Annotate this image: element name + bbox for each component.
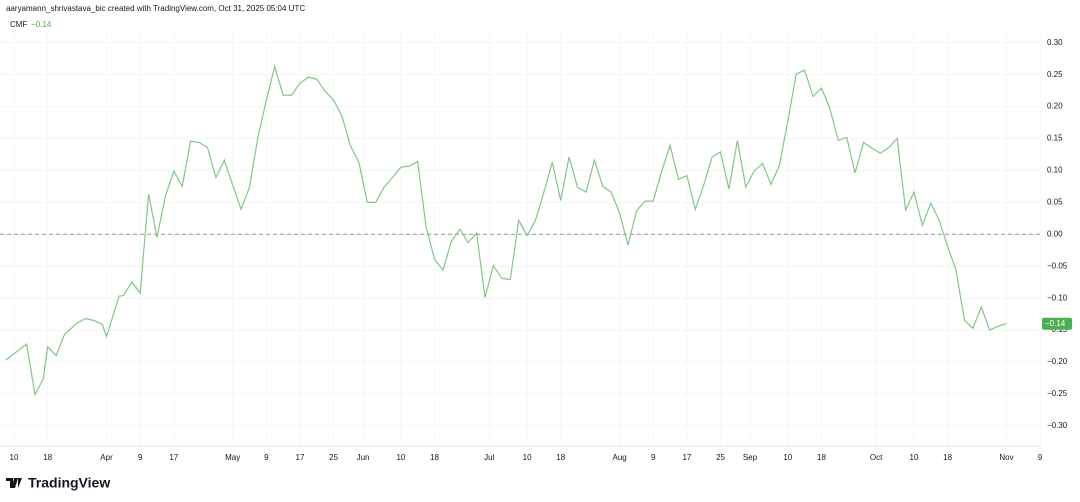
attribution: aaryamann_shrivastava_bic created with T… bbox=[6, 4, 305, 13]
x-tick-label: 9 bbox=[1038, 453, 1043, 462]
x-tick-label: Jun bbox=[357, 453, 370, 462]
x-tick-label: 9 bbox=[264, 453, 269, 462]
y-tick-label: 0.30 bbox=[1047, 38, 1063, 47]
x-tick-label: 18 bbox=[817, 453, 826, 462]
line-series bbox=[5, 64, 1007, 397]
y-tick-label: −0.05 bbox=[1047, 261, 1068, 270]
x-tick-label: May bbox=[225, 453, 240, 462]
y-tick-label: 0.10 bbox=[1047, 166, 1063, 175]
y-tick-label: 0.05 bbox=[1047, 197, 1063, 206]
indicator-value: −0.14 bbox=[31, 20, 52, 29]
x-tick-label: 18 bbox=[556, 453, 565, 462]
x-tick-label: Apr bbox=[100, 453, 113, 462]
y-tick-label: −0.20 bbox=[1047, 357, 1068, 366]
x-tick-label: 18 bbox=[430, 453, 439, 462]
x-tick-label: 10 bbox=[523, 453, 532, 462]
x-tick-label: Aug bbox=[612, 453, 626, 462]
y-tick-label: −0.10 bbox=[1047, 293, 1068, 302]
x-tick-label: 25 bbox=[716, 453, 725, 462]
last-value-tag bbox=[1042, 317, 1072, 330]
x-tick-label: 9 bbox=[138, 453, 143, 462]
x-tick-label: 10 bbox=[10, 453, 19, 462]
brand-name: TradingView bbox=[28, 475, 110, 491]
y-tick-label: 0.25 bbox=[1047, 70, 1063, 79]
brand-logo bbox=[6, 478, 22, 488]
x-tick-label: Jul bbox=[484, 453, 494, 462]
y-tick-label: 0.20 bbox=[1047, 102, 1063, 111]
x-tick-label: 10 bbox=[783, 453, 792, 462]
y-tick-label: −0.25 bbox=[1047, 389, 1068, 398]
x-tick-label: 25 bbox=[329, 453, 338, 462]
x-tick-label: 17 bbox=[169, 453, 178, 462]
last-value-label: −0.14 bbox=[1045, 319, 1066, 328]
x-tick-label: Sep bbox=[743, 453, 758, 462]
y-tick-label: −0.30 bbox=[1047, 421, 1068, 430]
x-tick-label: 10 bbox=[910, 453, 919, 462]
x-tick-label: 18 bbox=[43, 453, 52, 462]
x-tick-label: 18 bbox=[943, 453, 952, 462]
x-tick-label: 17 bbox=[682, 453, 691, 462]
x-tick-label: 9 bbox=[651, 453, 656, 462]
y-tick-label: 0.15 bbox=[1047, 134, 1063, 143]
indicator-name: CMF bbox=[10, 20, 27, 29]
x-tick-label: 17 bbox=[296, 453, 305, 462]
x-tick-label: Nov bbox=[999, 453, 1013, 462]
x-tick-label: Oct bbox=[870, 453, 883, 462]
x-tick-label: 10 bbox=[396, 453, 405, 462]
y-tick-label: 0.00 bbox=[1047, 229, 1063, 238]
